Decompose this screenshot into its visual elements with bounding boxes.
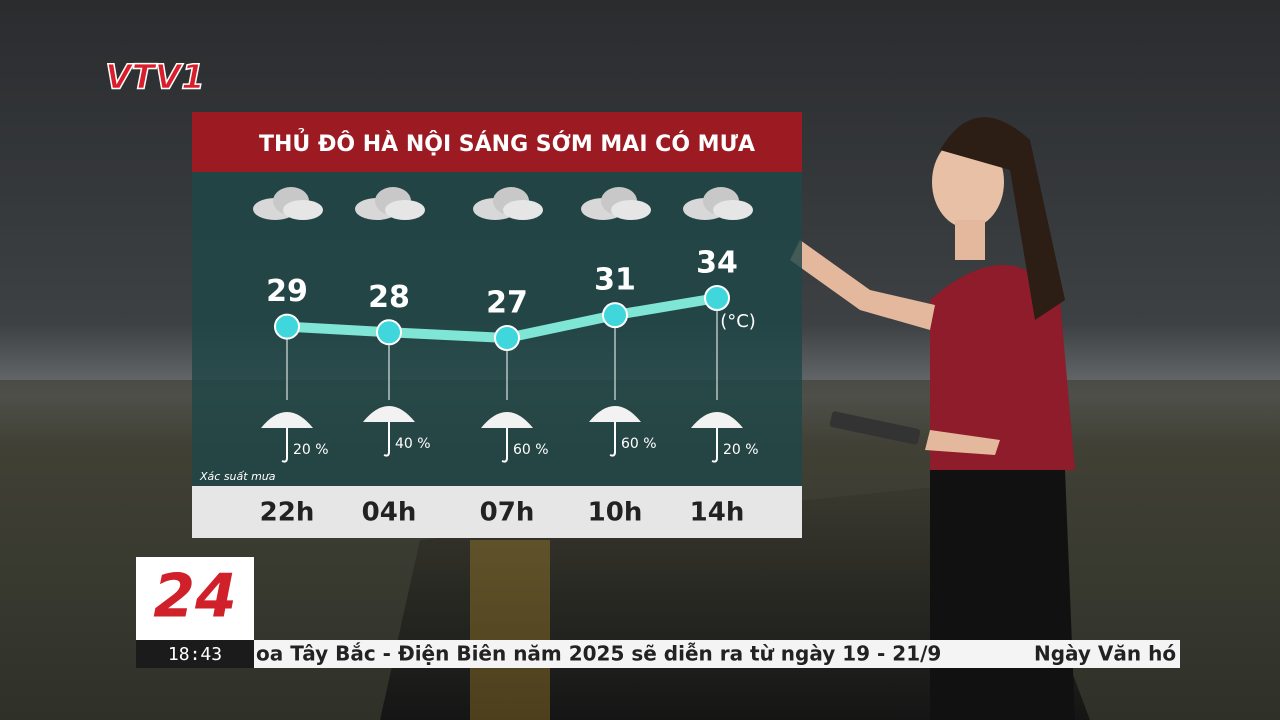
rain-value-label: 40 % [395, 436, 431, 452]
temperature-point [494, 325, 520, 351]
ticker-text: oa Tây Bắc - Điện Biên năm 2025 sẽ diễn … [256, 642, 941, 666]
rain-umbrella [481, 412, 533, 463]
temperature-label: 29 [266, 274, 308, 309]
umbrella [363, 406, 415, 422]
rain-value-label: 20 % [293, 442, 329, 458]
weather-icon [355, 187, 425, 220]
weather-icon [581, 187, 651, 220]
temperature-point [704, 285, 730, 311]
news-logo: 24 [153, 562, 237, 632]
x-tick-label: 04h [362, 498, 417, 528]
unit-label: (°C) [720, 311, 756, 332]
temperature-point [602, 302, 628, 329]
title-bar [192, 112, 802, 172]
channel-logo: VTV1 [105, 58, 204, 98]
x-tick-label: 22h [260, 498, 315, 528]
temperature-label: 28 [368, 280, 410, 315]
umbrella [589, 406, 641, 422]
x-tick-label: 10h [588, 498, 643, 528]
rain-umbrella [261, 412, 313, 463]
umbrella [481, 412, 533, 428]
umbrella-handle [281, 428, 288, 463]
weather-icon [683, 187, 753, 220]
ticker-bar [254, 640, 1180, 668]
rain-value-label: 60 % [621, 436, 657, 452]
rain-value-label: 60 % [513, 442, 549, 458]
temperature-point [274, 313, 300, 340]
cloud [283, 200, 323, 220]
temperature-label: 27 [486, 286, 528, 321]
umbrella-handle [501, 428, 508, 463]
temperature-label: 31 [594, 263, 636, 298]
cloud [713, 200, 753, 220]
rain-label: Xác suất mưa [199, 470, 276, 483]
clock: 18:43 [168, 644, 222, 665]
umbrella [261, 412, 313, 428]
x-tick-label: 14h [690, 498, 745, 528]
cloud [611, 200, 651, 220]
presenter [790, 117, 1075, 720]
clock-box [136, 640, 254, 668]
umbrella-handle [711, 428, 718, 463]
light-reflection [470, 540, 550, 720]
rain-umbrella [589, 406, 641, 457]
temperature-label: 34 [696, 246, 738, 281]
temperature-point [376, 319, 402, 346]
weather-icon [253, 187, 323, 220]
umbrella-handle [383, 422, 390, 457]
umbrella-handle [609, 422, 616, 457]
rain-umbrella [363, 406, 415, 457]
cloud [503, 200, 543, 220]
chart-title: THỦ ĐÔ HÀ NỘI SÁNG SỚM MAI CÓ MƯA [259, 129, 755, 157]
rain-umbrella [691, 412, 743, 463]
umbrella [691, 412, 743, 428]
weather-icon [473, 187, 543, 220]
ticker-text: Ngày Văn hó [1034, 642, 1176, 666]
news-logo-box [136, 557, 254, 640]
rain-value-label: 20 % [723, 442, 759, 458]
x-tick-label: 07h [480, 498, 535, 528]
cloud [385, 200, 425, 220]
time-band [192, 486, 802, 538]
